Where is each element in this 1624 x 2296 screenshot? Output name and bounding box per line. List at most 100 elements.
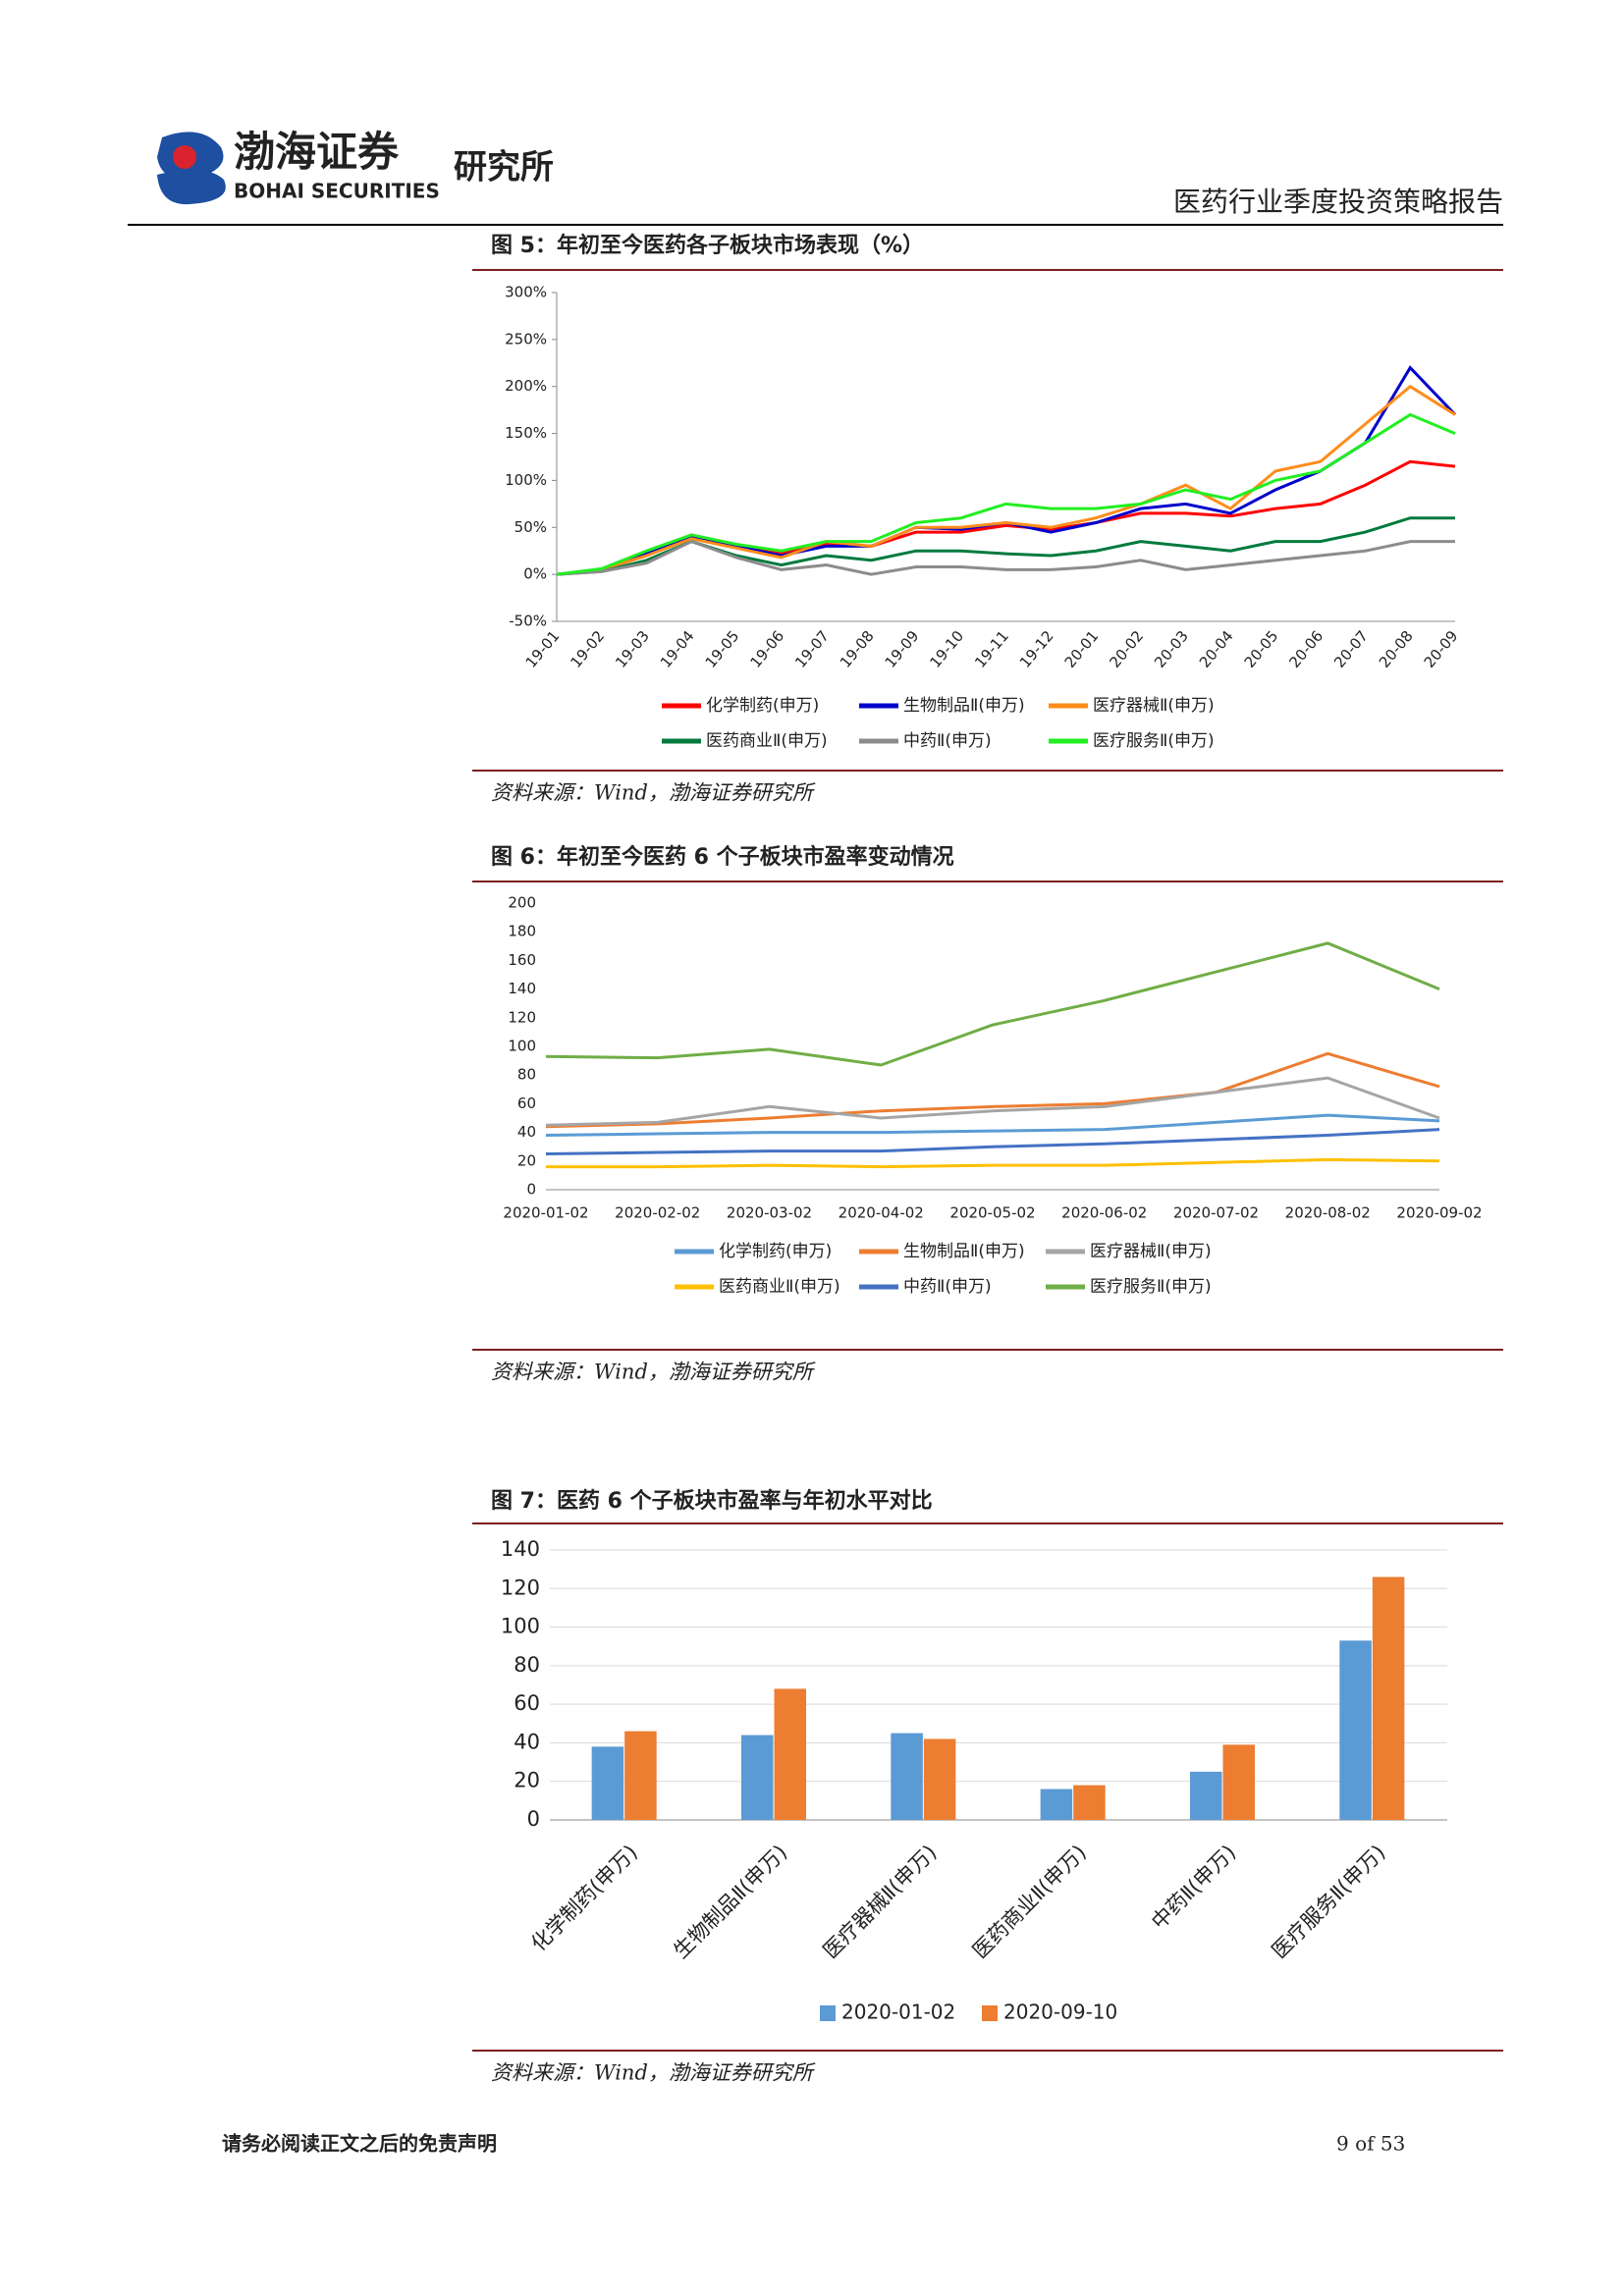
bar <box>1222 1744 1256 1820</box>
figure-source: 资料来源：Wind，渤海证券研究所 <box>491 1361 816 1384</box>
y-tick-label: 60 <box>517 1095 536 1112</box>
x-tick-label: 2020-08-02 <box>1285 1204 1371 1222</box>
y-tick-label: 60 <box>514 1691 540 1715</box>
figure-title: 图 7：医药 6 个子板块市盈率与年初水平对比 <box>491 1488 933 1514</box>
y-tick-label: -50% <box>509 613 547 630</box>
y-tick-label: 140 <box>501 1537 540 1561</box>
legend-label: 医疗服务Ⅱ(申万) <box>1090 1277 1212 1297</box>
bar <box>624 1731 657 1820</box>
x-tick-label: 19-11 <box>971 627 1012 671</box>
disclaimer: 请务必阅读正文之后的免责声明 <box>222 2132 497 2156</box>
y-tick-label: 200% <box>505 377 547 395</box>
bar <box>1339 1640 1372 1820</box>
series-line <box>545 1113 1440 1138</box>
series-line <box>545 1076 1440 1127</box>
x-tick-label: 19-04 <box>657 627 698 671</box>
figure-title: 图 5：年初至今医药各子板块市场表现（%） <box>491 233 924 258</box>
x-tick-label: 医疗器械Ⅱ(申万) <box>819 1841 942 1963</box>
y-tick-label: 100 <box>508 1038 536 1055</box>
series-line <box>556 384 1456 576</box>
bar <box>1189 1771 1222 1820</box>
logo-en: BOHAI SECURITIES <box>234 180 440 203</box>
figure-title: 图 6：年初至今医药 6 个子板块市盈率变动情况 <box>491 844 954 870</box>
y-tick-label: 150% <box>505 424 547 442</box>
y-tick-label: 100% <box>505 471 547 489</box>
legend-swatch <box>820 2005 836 2021</box>
x-tick-label: 2020-01-02 <box>503 1204 588 1222</box>
x-tick-label: 医药商业Ⅱ(申万) <box>968 1841 1091 1963</box>
y-tick-label: 0 <box>527 1807 540 1831</box>
x-tick-label: 19-12 <box>1016 627 1057 671</box>
x-tick-label: 19-08 <box>837 627 878 671</box>
y-tick-label: 80 <box>514 1653 540 1677</box>
legend-label: 医药商业Ⅱ(申万) <box>706 731 828 751</box>
logo-mark <box>157 132 226 205</box>
report-title: 医药行业季度投资策略报告 <box>1173 186 1503 218</box>
legend-label: 医疗器械Ⅱ(申万) <box>1093 696 1215 716</box>
x-tick-label: 19-09 <box>882 627 923 671</box>
x-tick-label: 医疗服务Ⅱ(申万) <box>1268 1841 1390 1963</box>
x-tick-label: 20-01 <box>1061 627 1103 671</box>
bar <box>591 1746 624 1820</box>
legend-label: 医疗器械Ⅱ(申万) <box>1090 1242 1212 1261</box>
legend-label: 医药商业Ⅱ(申万) <box>719 1277 840 1297</box>
bar <box>740 1735 774 1820</box>
x-tick-label: 20-05 <box>1241 627 1282 671</box>
bar <box>1372 1576 1405 1820</box>
y-tick-label: 140 <box>508 980 536 997</box>
bar <box>1040 1789 1073 1820</box>
y-tick-label: 180 <box>508 923 536 940</box>
x-tick-label: 20-03 <box>1151 627 1192 671</box>
logo-cn: 渤海证券 <box>234 128 400 176</box>
x-tick-label: 20-08 <box>1376 627 1417 671</box>
bar <box>1073 1785 1106 1820</box>
x-tick-label: 化学制药(申万) <box>526 1841 642 1956</box>
y-tick-label: 120 <box>508 1008 536 1026</box>
series-line <box>546 1157 1440 1169</box>
series-line <box>545 1128 1440 1155</box>
bar <box>774 1688 807 1820</box>
x-tick-label: 20-02 <box>1106 627 1147 671</box>
x-tick-label: 2020-04-02 <box>839 1204 924 1222</box>
x-tick-label: 2020-05-02 <box>949 1204 1035 1222</box>
institute: 研究所 <box>454 148 554 187</box>
series-line <box>545 1051 1440 1129</box>
legend-label: 2020-01-02 <box>841 2001 955 2024</box>
y-tick-label: 40 <box>514 1730 540 1753</box>
x-tick-label: 19-10 <box>926 627 967 671</box>
legend-label: 化学制药(申万) <box>719 1242 832 1261</box>
x-tick-label: 生物制品Ⅱ(申万) <box>669 1841 791 1963</box>
legend-label: 中药Ⅱ(申万) <box>903 1277 992 1297</box>
y-tick-label: 250% <box>505 330 547 347</box>
logo-swirl <box>157 170 226 205</box>
x-tick-label: 19-01 <box>522 627 564 671</box>
legend-label: 2020-09-10 <box>1003 2001 1117 2024</box>
x-tick-label: 2020-03-02 <box>727 1204 812 1222</box>
legend-label: 生物制品Ⅱ(申万) <box>903 1242 1025 1261</box>
x-tick-label: 19-06 <box>746 627 787 671</box>
y-tick-label: 200 <box>508 894 536 912</box>
y-tick-label: 40 <box>517 1123 536 1141</box>
legend-label: 医疗服务Ⅱ(申万) <box>1093 731 1215 751</box>
x-tick-label: 19-05 <box>702 627 743 671</box>
bar <box>923 1738 956 1820</box>
series-line <box>556 540 1455 576</box>
legend-swatch <box>982 2005 998 2021</box>
x-tick-label: 2020-06-02 <box>1061 1204 1147 1222</box>
figure-source: 资料来源：Wind，渤海证券研究所 <box>491 2061 816 2085</box>
x-tick-label: 2020-09-02 <box>1396 1204 1482 1222</box>
y-tick-label: 160 <box>508 951 536 969</box>
series-line <box>556 412 1456 576</box>
x-tick-label: 20-07 <box>1330 627 1372 671</box>
x-tick-label: 20-06 <box>1285 627 1326 671</box>
y-tick-label: 80 <box>517 1066 536 1084</box>
y-tick-label: 50% <box>514 518 547 536</box>
y-tick-label: 120 <box>501 1575 540 1599</box>
logo-dot <box>173 145 196 169</box>
series-line <box>545 941 1440 1067</box>
bar <box>891 1733 923 1820</box>
x-tick-label: 中药Ⅱ(申万) <box>1147 1841 1240 1934</box>
x-tick-label: 2020-02-02 <box>615 1204 700 1222</box>
